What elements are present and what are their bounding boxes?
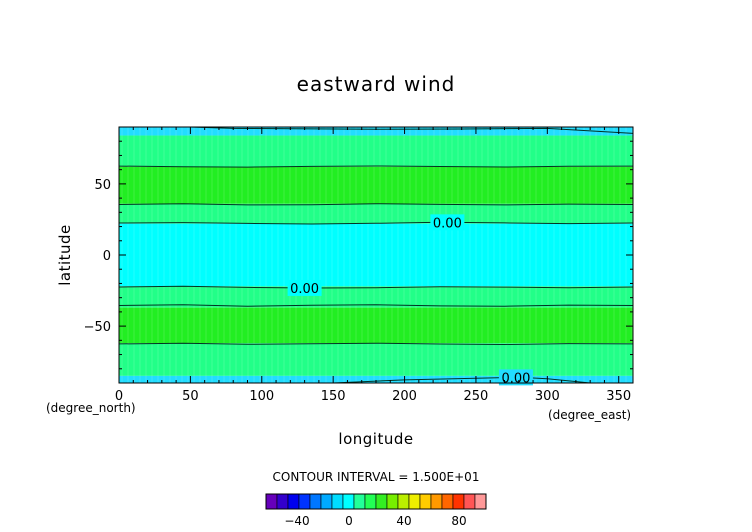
colorbar-swatch — [287, 493, 300, 510]
contour-band-3 — [119, 203, 633, 224]
contour-band-7 — [119, 343, 633, 376]
contour-band-1 — [119, 135, 633, 167]
shading-stripes — [121, 127, 633, 383]
colorbar-swatch — [320, 493, 333, 510]
colorbar: −40 0 40 80 — [265, 493, 487, 528]
contour-line-5 — [118, 342, 634, 346]
contour-label-bg — [498, 369, 533, 386]
colorbar-swatch — [463, 493, 476, 510]
contour-band-0 — [119, 127, 633, 136]
contour-band-2 — [119, 166, 633, 204]
contour-interval-text: CONTOUR INTERVAL = 1.500E+01 — [273, 470, 480, 484]
contour-band-4 — [119, 223, 633, 287]
colorbar-swatch — [364, 493, 377, 510]
contour-fill-bands — [119, 127, 633, 383]
x-tick-label: 250 — [464, 389, 489, 404]
contour-label-bg — [430, 214, 465, 231]
contour-lines: 0.00 0.00 0.00 — [118, 126, 634, 386]
y-tick-label: 50 — [94, 178, 111, 193]
y-axis-label: latitude — [56, 224, 74, 286]
colorbar-swatch — [276, 493, 289, 510]
contour-label: 0.00 — [433, 216, 462, 231]
colorbar-tick-label: 40 — [396, 514, 411, 528]
contour-line-polar-1 — [333, 376, 591, 384]
x-tick-label: 300 — [535, 389, 560, 404]
colorbar-swatch — [430, 493, 443, 510]
colorbar-swatch — [353, 493, 366, 510]
contour-band-5 — [119, 286, 633, 308]
colorbar-swatch — [419, 493, 432, 510]
y-axis-ticks: −50 0 50 — [84, 140, 633, 370]
colorbar-swatch — [331, 493, 344, 510]
contour-label: 0.00 — [290, 282, 319, 297]
colorbar-swatch — [397, 493, 410, 510]
colorbar-tick-label: 0 — [345, 514, 353, 528]
contour-label-bg — [287, 279, 322, 296]
x-tick-label: 150 — [321, 389, 346, 404]
x-tick-label: 50 — [182, 389, 199, 404]
chart-title: eastward wind — [297, 72, 456, 96]
colorbar-swatch — [309, 493, 322, 510]
x-tick-label: 0 — [115, 389, 123, 404]
contour-label: 0.00 — [501, 371, 530, 386]
colorbar-swatch — [386, 493, 399, 510]
x-axis-label: longitude — [338, 430, 413, 448]
x-unit-label: (degree_east) — [548, 408, 631, 422]
x-tick-label: 100 — [249, 389, 274, 404]
y-tick-label: −50 — [84, 320, 111, 335]
colorbar-swatch — [375, 493, 388, 510]
colorbar-swatch — [452, 493, 465, 510]
contour-line-2 — [118, 221, 634, 225]
colorbar-swatch — [474, 493, 487, 510]
colorbar-frame — [265, 493, 487, 510]
x-tick-label: 200 — [392, 389, 417, 404]
contour-line-0 — [118, 165, 634, 168]
colorbar-swatch — [265, 493, 278, 510]
x-tick-label: 350 — [606, 389, 631, 404]
contour-line-4 — [118, 304, 634, 307]
y-unit-label: (degree_north) — [46, 401, 136, 415]
colorbar-swatch — [441, 493, 454, 510]
contour-band-6 — [119, 307, 633, 344]
contour-line-1 — [118, 203, 634, 206]
contour-band-8 — [119, 375, 633, 383]
x-axis-ticks: 0 50 100 150 200 250 300 350 — [115, 127, 631, 404]
colorbar-swatch — [298, 493, 311, 510]
y-tick-label: 0 — [103, 249, 111, 264]
contour-line-3 — [118, 285, 634, 289]
colorbar-swatch — [408, 493, 421, 510]
colorbar-tick-label: 80 — [451, 514, 466, 528]
colorbar-swatch — [342, 493, 355, 510]
colorbar-tick-label: −40 — [284, 514, 309, 528]
